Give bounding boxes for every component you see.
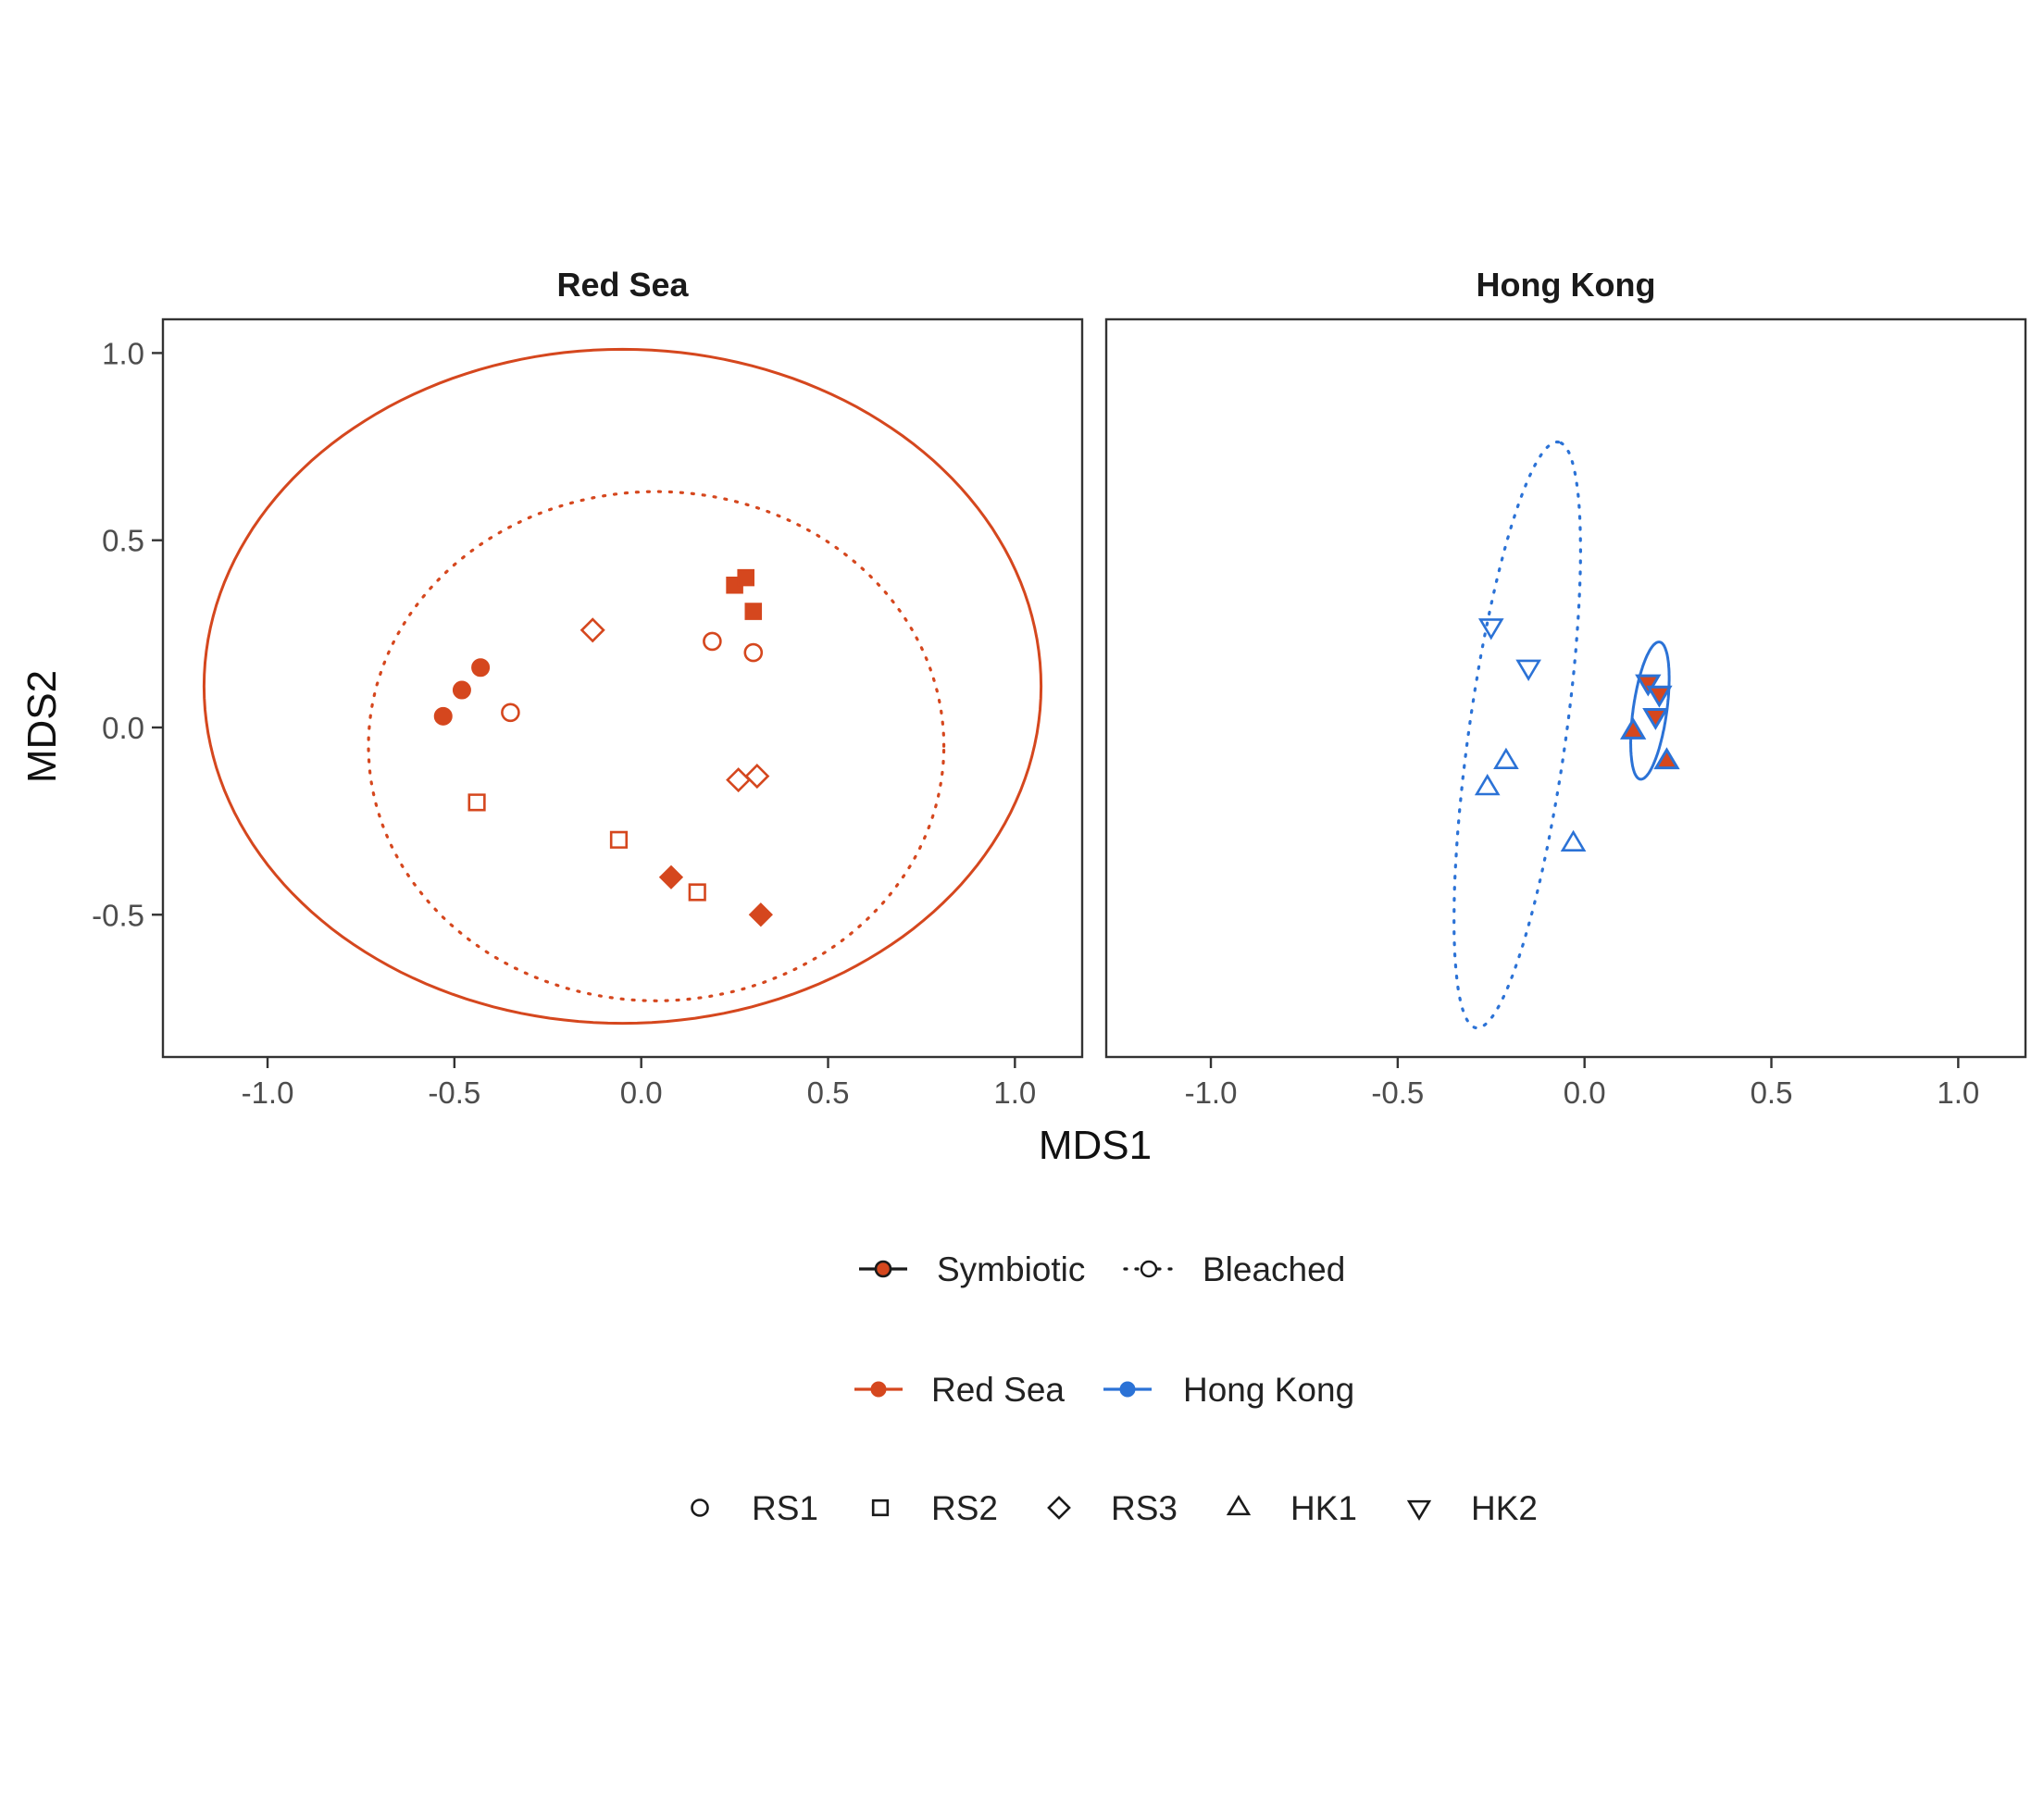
condition-legend: Symbiotic Bleached [0,1237,2044,1301]
legend-item-hk2: HK2 [1406,1489,1538,1527]
legend-label: Bleached [1203,1250,1345,1288]
site-legend: Red Sea Hong Kong [0,1357,2044,1422]
legend-key-circle [691,1498,709,1517]
x-axis-title: MDS1 [1039,1123,1152,1166]
y-tick-label: 0.0 [102,711,144,745]
legend-label: RS1 [752,1489,818,1527]
panel-border [161,317,1084,1059]
data-point [1635,674,1662,697]
legend-key-triangle-up [1226,1494,1252,1516]
data-point [737,568,754,587]
ellipse-symbiotic [1628,640,1671,781]
legend-key-point [870,1381,887,1398]
legend-label: Hong Kong [1183,1371,1354,1409]
y-axis-title: MDS2 [19,670,65,783]
x-tick-label: 0.5 [807,1076,850,1110]
data-point [471,658,491,678]
x-tick-label: -1.0 [242,1076,294,1110]
legend-item-red-sea: Red Sea [854,1371,1065,1409]
legend-label: RS3 [1111,1489,1178,1527]
y-tick-label: 0.5 [102,524,144,558]
point-layer [433,568,773,927]
ellipse-layer [202,347,1043,1026]
legend-item-symbiotic: Symbiotic [859,1250,1085,1288]
legend-item-rs3: RS3 [1047,1489,1178,1527]
ellipse-symbiotic [202,347,1043,1026]
data-point [1474,774,1501,796]
x-tick-label: 0.0 [620,1076,663,1110]
data-point [501,703,520,723]
legend-key-triangle-down [1406,1499,1432,1522]
legend-key-square [871,1498,890,1517]
legend-label: HK1 [1290,1489,1357,1527]
panel-title: Red Sea [556,266,689,304]
data-point [658,864,684,889]
data-point [467,793,486,812]
panel-red-sea: Red Sea -1.0 -0.5 0.0 0.5 1.0 -0.5 0.0 0.5 1.0 [92,266,1084,1110]
panel-border [1104,317,2027,1059]
data-point [743,642,764,663]
legend-item-hk1: HK1 [1226,1489,1357,1527]
x-tick-label: 1.0 [1937,1076,1979,1110]
data-point [744,603,763,620]
data-point [726,767,752,793]
y-tick-label: 1.0 [102,336,144,370]
x-tick-label: -0.5 [428,1076,480,1110]
legend-key-point [1119,1381,1136,1398]
x-tick-label: 0.0 [1564,1076,1606,1110]
legend-item-rs2: RS2 [871,1489,998,1527]
data-point [1646,685,1673,708]
y-axis: -0.5 0.0 0.5 1.0 [92,336,163,932]
data-point [1493,747,1519,769]
legend-label: Symbiotic [937,1250,1085,1288]
data-point [1477,618,1504,640]
x-axis: -1.0 -0.5 0.0 0.5 1.0 [242,1057,1036,1110]
legend-item-bleached: Bleached [1123,1250,1345,1288]
faceted-scatter-plot: Red Sea-1.0 -0.5 0.0 0.5 1.0-0.50.00.51.0Hon… [19,266,2027,1168]
legend-item-hong-kong: Hong Kong [1103,1371,1354,1409]
panel-hong-kong: Hong Kong -1.0 -0.5 0.0 0.5 1.0 [1104,266,2027,1110]
data-point [1642,708,1669,730]
legend-label: HK2 [1471,1489,1538,1527]
data-point [744,764,770,790]
point-layer [1474,618,1680,852]
data-point [703,631,722,652]
legend-label: RS2 [931,1489,998,1527]
shape-legend: RS1 RS2 RS3 HK1 HK2 [0,1475,2044,1540]
data-point [609,830,629,849]
x-tick-label: -1.0 [1185,1076,1238,1110]
x-axis: -1.0 -0.5 0.0 0.5 1.0 [1185,1057,1979,1110]
legend-key-diamond [1047,1496,1071,1520]
data-point [748,902,773,927]
legend-label: Red Sea [931,1371,1065,1409]
legend-item-rs1: RS1 [691,1489,818,1527]
ellipse-bleached [367,490,946,1002]
data-point [1560,829,1587,852]
legend-key-point [874,1260,892,1278]
x-tick-label: 1.0 [993,1076,1036,1110]
ellipse-layer [1452,440,1671,1030]
x-tick-label: -0.5 [1371,1076,1424,1110]
data-point [1653,747,1680,770]
panel-title: Hong Kong [1477,266,1656,304]
data-point [580,617,605,643]
data-point [688,883,706,902]
y-tick-label: -0.5 [92,898,144,932]
data-point [433,706,453,726]
data-point [1515,659,1541,681]
data-point [1619,716,1647,740]
legend-key-point [1140,1260,1158,1278]
x-tick-label: 0.5 [1751,1076,1793,1110]
ellipse-bleached [1452,440,1583,1030]
data-point [452,680,471,700]
